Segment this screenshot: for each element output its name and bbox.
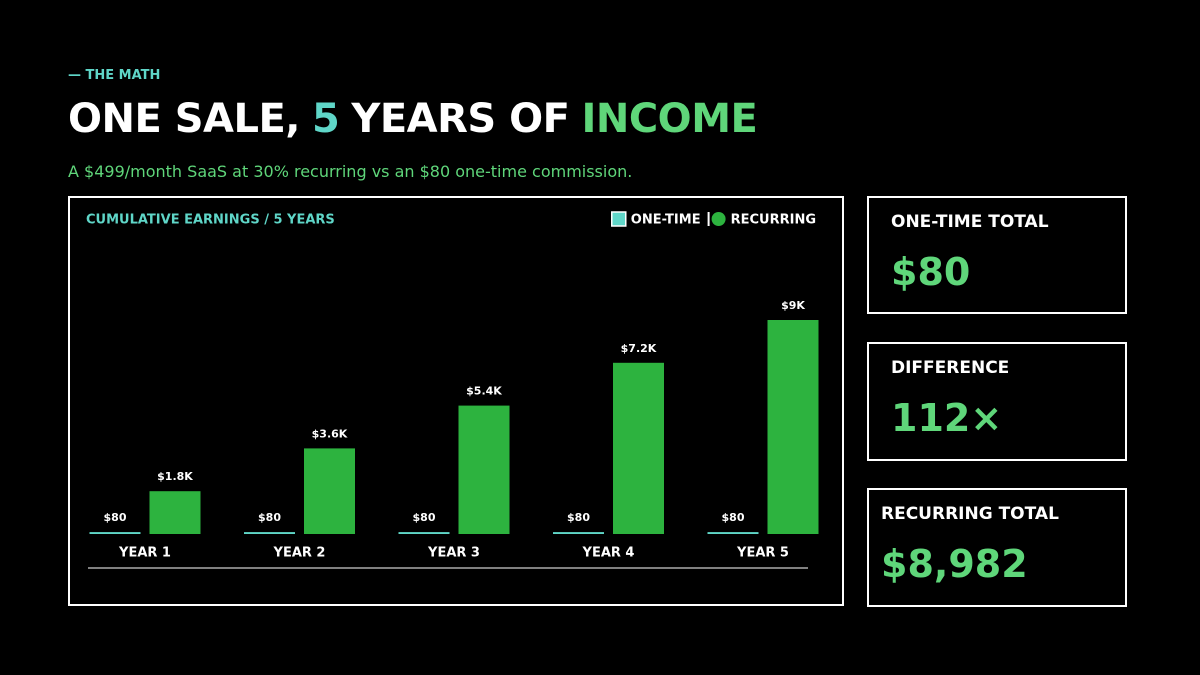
x-tick-label: YEAR 3 [427,546,480,561]
card-value: 112× [891,396,1003,440]
stat-card: ONE-TIME TOTAL $80 [867,196,1127,314]
legend-label: ONE-TIME [631,213,701,228]
legend-label: RECURRING [731,213,816,228]
bar [244,532,295,534]
card-value: $8,982 [881,542,1028,586]
eyebrow: — THE MATH [68,68,161,83]
card-label: DIFFERENCE [891,358,1010,378]
card-label: RECURRING TOTAL [881,504,1059,524]
headline-part: YEARS OF [351,96,570,142]
value-label: $80 [722,511,745,524]
value-label: $80 [104,511,127,524]
x-tick-label: YEAR 1 [118,546,171,561]
value-label: $1.8K [157,470,193,483]
subtitle: A $499/month SaaS at 30% recurring vs an… [68,162,633,181]
chart-title: CUMULATIVE EARNINGS / 5 YEARS [86,213,335,228]
chart-panel: CUMULATIVE EARNINGS / 5 YEARS RECURRING O… [68,196,844,606]
bar [398,532,450,534]
headline-part: ONE SALE, [68,96,301,142]
stat-card: RECURRING TOTAL $8,982 [867,488,1127,607]
card-value: $80 [891,250,971,294]
value-label: $5.4K [466,385,502,398]
value-label: $3.6K [312,427,348,440]
legend-marker [611,211,627,227]
stat-card: DIFFERENCE 112× [867,342,1127,461]
x-tick-label: YEAR 5 [736,546,789,561]
headline-part: 5 [312,96,340,142]
bar [767,320,819,534]
headline: ONE SALE, 5 YEARS OF INCOME [68,96,769,142]
legend-marker [711,212,726,226]
bar [458,405,510,534]
bar [304,448,355,534]
x-tick-label: YEAR 2 [273,546,326,561]
card-label: ONE-TIME TOTAL [891,212,1049,232]
bar [707,532,759,534]
bar [553,532,604,534]
bar [89,532,141,534]
headline-part: INCOME [581,96,758,142]
value-label: $80 [567,511,590,524]
value-label: $7.2K [621,342,657,355]
value-label: $80 [413,511,436,524]
bar [149,491,201,534]
bar [613,362,664,534]
x-tick-label: YEAR 4 [582,546,635,561]
value-label: $9K [781,299,805,312]
chart: CUMULATIVE EARNINGS / 5 YEARS RECURRING O… [86,211,819,569]
value-label: $80 [258,511,281,524]
